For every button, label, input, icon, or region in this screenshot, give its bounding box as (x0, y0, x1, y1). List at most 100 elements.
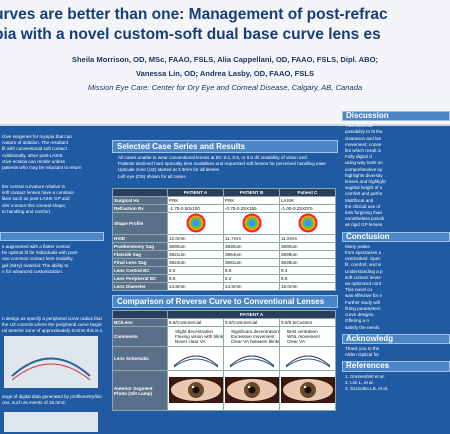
text-line: an optimized cont (345, 281, 382, 287)
table-row: Postkeratomy Sag 3890um 3830um 3890um (112, 242, 336, 251)
header-row: PATIENT A (112, 310, 336, 319)
comment: Clear VA (287, 339, 334, 344)
text-line: s augmented with a flatter central (2, 244, 70, 249)
row-label: Lens Peripheral BC (112, 274, 168, 283)
cell: 8.5 (167, 274, 224, 283)
authors: Vanessa Lin, OD; Andrea Lasby, OD, FAAO,… (135, 69, 315, 78)
table-row: HVID 12.0mm 11.7mm 11.9mm (112, 234, 336, 243)
cell: 8.5/Commercial (167, 318, 224, 327)
text-line: gel (SiHy) material: The ability to (2, 262, 69, 268)
comment: WNL movement (287, 334, 334, 339)
cell: 3921um (167, 250, 224, 259)
cell (279, 212, 336, 235)
cell: 8.2 (223, 274, 280, 283)
text-line: soft contact lenses have a constant (2, 190, 74, 196)
text-line: as rigid GP lenses (345, 222, 383, 228)
cell: 3890um (279, 242, 336, 251)
cell: -1.00-0.25X075 (279, 204, 336, 213)
column-header: Patient C (279, 188, 336, 197)
cell (167, 370, 224, 411)
row-label: Shape Profile (112, 212, 168, 235)
figure (4, 412, 98, 432)
section-header: Conclusion (342, 231, 450, 242)
bullet: All cases unable to wear conventional le… (118, 155, 338, 161)
text-line: clearance and lan (345, 135, 382, 141)
text-line: lenses and highlight (345, 179, 386, 185)
text-line: comprehensive ey (345, 166, 383, 172)
text-line: from spectacles a (345, 250, 381, 256)
text-line: Additionally, other post-LASIK (2, 152, 63, 158)
comment: Significant decentration (231, 329, 279, 334)
text-line: overlooked. Spec (345, 256, 381, 262)
text-block: ange of digital data generated by profil… (2, 394, 102, 406)
cell: 11.9mm (279, 234, 336, 243)
cell (279, 346, 336, 371)
comment: Flexing vision with blink (175, 334, 223, 339)
bullets: All cases unable to wear conventional le… (112, 155, 338, 180)
cell (167, 346, 224, 371)
row-label: Anterior Segment Photo (Slit Lamp) (112, 370, 168, 411)
cell: 9.0/Commercial (223, 318, 280, 327)
text-line: This novel du (345, 123, 373, 129)
table-row: Surgical Hx PRK PRK LASIK (112, 196, 336, 205)
cell: 14.5mm (223, 282, 280, 291)
header: urves are better than one: Management of… (0, 0, 450, 126)
table-row: Lens Peripheral BC 8.5 8.2 8.6 (112, 274, 336, 283)
column-header: PATIENT A (167, 310, 336, 319)
text-line: 3. Szczotka LB, et al. (345, 385, 389, 391)
table-row: Anterior Segment Photo (Slit Lamp) (112, 370, 336, 411)
cell: 9.4 (279, 266, 336, 275)
row-label: Postkeratomy Sag (112, 242, 168, 251)
cell: 3639um (279, 258, 336, 267)
text-line: to handling and comfort. (2, 208, 52, 214)
text-line: Fully digital d (345, 154, 372, 160)
table: PATIENT A BC/Lens 8.5/Commercial 9.0/Commer… (112, 310, 336, 411)
cell: 3661um (223, 258, 280, 267)
title-line: pia with a novel custom-soft dual base c… (0, 26, 381, 43)
text-line: ctive ectasia can render unless (2, 158, 66, 164)
cell: 8.5 (223, 266, 280, 275)
text-line: movement; conse (345, 141, 382, 147)
right-column: Discussion This novel du possibility to fi… (342, 108, 450, 392)
text-line: lities such as post-LASIK GP and (2, 196, 70, 202)
text-block: s augmented with a flatter central he opt… (2, 244, 102, 275)
cell: 14.8mm (167, 282, 224, 291)
text-line: ons, such as events of 15.0mm (2, 400, 66, 406)
row-label: Lens Central BC (112, 266, 168, 275)
cell: 9.0 (167, 266, 224, 275)
comment: Slight decentration (175, 329, 222, 334)
lens-schematic (285, 355, 330, 368)
left-column: ctive surgeries for myopia that can rvatu… (0, 126, 104, 434)
cell: 9.0/8.5/Custom (279, 318, 336, 327)
lens-schematic (173, 355, 218, 368)
cell: 15.0mm (279, 282, 336, 291)
section-header: Selected Case Series and Results (112, 140, 338, 153)
cell: 8.6 (279, 274, 336, 283)
corner-cell (112, 188, 168, 197)
text-line: ral anterior zone of approximately 8.0mm… (2, 328, 102, 334)
slit-lamp-photo (225, 377, 279, 403)
title-line: urves are better than one: Management of… (0, 6, 388, 23)
text-line: Multifocal and (345, 197, 374, 203)
table-row: Refraction Rx -1.75-0.50x100 -0.75-0.25X16… (112, 204, 336, 213)
bullet: Upscale zone (UZ) started at 3.9mm for a… (118, 167, 338, 173)
text-line: fits which result in (345, 148, 382, 154)
header-row: PATIENT A PATIENT B Patient C (112, 188, 336, 197)
cell: 11.7mm (223, 234, 280, 243)
topography (298, 213, 317, 233)
text-line: satisfy the needs (345, 324, 380, 330)
cell (223, 370, 280, 411)
text-line: tter central curvature relative to (2, 184, 66, 189)
bullet: Patients declined hard specialty lens mo… (118, 161, 338, 167)
topography (242, 213, 261, 233)
cell (167, 212, 224, 235)
table-row: Lens Central BC 9.0 8.5 9.4 (112, 266, 336, 275)
column-header: PATIENT A (167, 188, 224, 197)
table-row: Lens Diameter 14.8mm 14.5mm 15.0mm (112, 282, 336, 291)
figure (4, 336, 98, 388)
text-line: nonetheless possib (345, 216, 385, 222)
text-line: n for advanced customization. (2, 268, 64, 274)
text-line: ider contour this corneal shape; (2, 202, 67, 208)
section-header: References (342, 361, 450, 372)
